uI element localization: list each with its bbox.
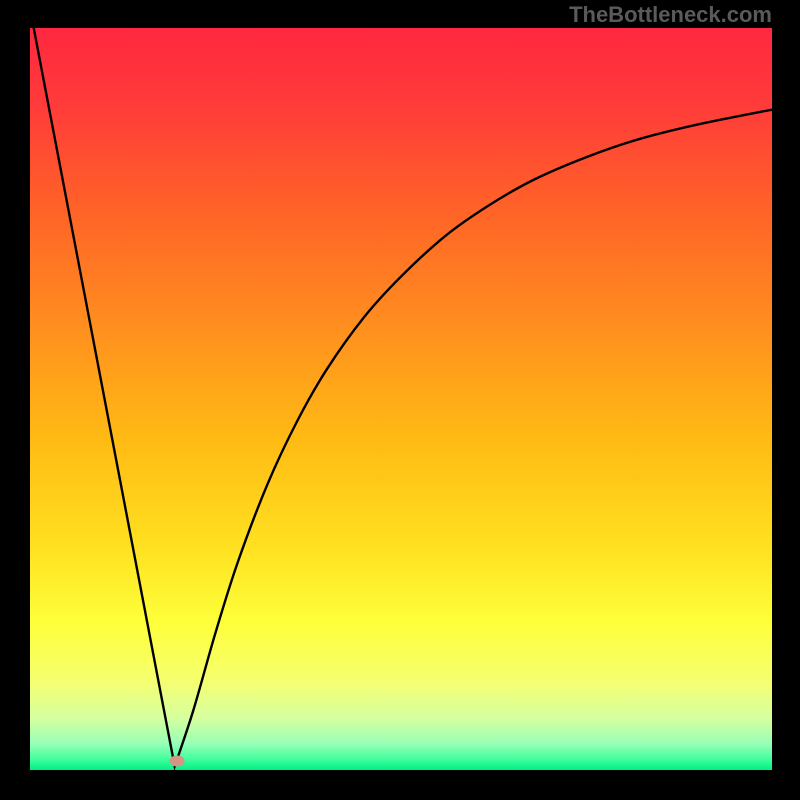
bottleneck-curve <box>34 28 772 766</box>
plot-area <box>30 28 772 770</box>
figure-root: TheBottleneck.com <box>0 0 800 800</box>
curve-svg <box>30 28 772 770</box>
watermark-text: TheBottleneck.com <box>569 2 772 28</box>
minimum-marker-dot <box>169 756 184 767</box>
